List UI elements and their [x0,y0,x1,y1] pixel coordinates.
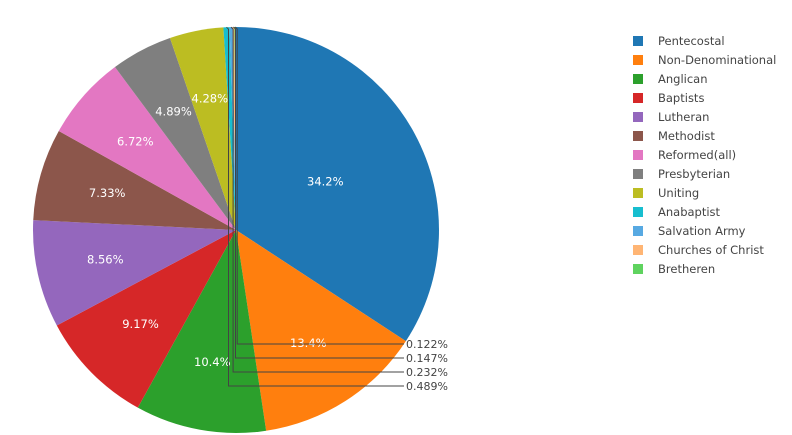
pie-slice-non-denominational[interactable] [236,230,406,431]
pie-slice-anglican[interactable] [137,230,267,434]
legend-label-methodist: Methodist [658,129,715,143]
legend-swatch-salvation-army [633,226,643,236]
leader-line-bretheren [234,26,404,345]
legend-item-uniting[interactable]: Uniting [633,186,699,200]
pie-slice-baptists[interactable] [56,230,236,408]
legend-item-anabaptist[interactable]: Anabaptist [633,205,721,219]
slice-label-churches-of-christ: 0.147% [406,352,448,365]
legend-swatch-bretheren [633,264,643,274]
legend-item-anglican[interactable]: Anglican [633,72,708,86]
leader-line-salvation-army [230,26,404,373]
slice-label-presbyterian: 4.89% [155,105,192,119]
legend-label-pentecostal: Pentecostal [658,34,725,48]
legend-item-bretheren[interactable]: Bretheren [633,262,715,276]
pie-slice-methodist[interactable] [33,130,236,230]
legend-swatch-methodist [633,131,643,141]
slice-label-pentecostal: 34.2% [307,175,344,189]
legend-item-presbyterian[interactable]: Presbyterian [633,167,730,181]
slice-labels: 34.2% 13.4% 10.4% 9.17% 8.56% 7.33% 6.72% 4.89%… [87,92,344,369]
pie-slice-reformed-all[interactable] [58,67,236,231]
slice-label-uniting: 4.28% [192,92,229,106]
leader-line-anabaptist [226,26,404,387]
legend-label-presbyterian: Presbyterian [658,167,730,181]
slice-label-anglican: 10.4% [194,355,231,369]
legend-swatch-reformed-all [633,150,643,160]
slice-label-reformed-all: 6.72% [117,135,154,149]
legend-label-non-denominational: Non-Denominational [658,53,776,67]
legend-label-baptists: Baptists [658,91,704,105]
leader-line-churches-of-christ [233,26,404,359]
pie-slice-lutheran[interactable] [32,220,236,326]
slice-label-anabaptist: 0.489% [406,380,448,393]
legend-label-churches-of-christ: Churches of Christ [658,243,764,257]
legend-label-uniting: Uniting [658,186,699,200]
outside-labels: 0.122%0.147%0.232%0.489% [226,26,448,393]
legend-item-salvation-army[interactable]: Salvation Army [633,224,746,238]
slice-label-methodist: 7.33% [89,186,126,200]
legend-swatch-anabaptist [633,207,643,217]
legend-swatch-lutheran [633,112,643,122]
legend-swatch-presbyterian [633,169,643,179]
legend-label-lutheran: Lutheran [658,110,709,124]
legend-swatch-uniting [633,188,643,198]
legend-item-pentecostal[interactable]: Pentecostal [633,34,725,48]
legend-item-lutheran[interactable]: Lutheran [633,110,709,124]
legend-label-salvation-army: Salvation Army [658,224,746,238]
legend-item-non-denominational[interactable]: Non-Denominational [633,53,776,67]
legend-swatch-pentecostal [633,36,643,46]
legend-swatch-anglican [633,74,643,84]
legend-swatch-churches-of-christ [633,245,643,255]
pie-slice-presbyterian[interactable] [114,38,236,230]
pie-slice-uniting[interactable] [169,27,236,230]
slice-label-non-denominational: 13.4% [290,336,327,350]
slice-label-lutheran: 8.56% [87,252,124,266]
legend-label-bretheren: Bretheren [658,262,715,276]
legend-item-methodist[interactable]: Methodist [633,129,715,143]
legend-swatch-non-denominational [633,55,643,65]
legend-item-baptists[interactable]: Baptists [633,91,704,105]
slice-label-baptists: 9.17% [122,317,159,331]
legend-swatch-baptists [633,93,643,103]
slice-label-salvation-army: 0.232% [406,366,448,379]
legend-label-reformed-all: Reformed(all) [658,148,736,162]
legend-item-churches-of-christ[interactable]: Churches of Christ [633,243,764,257]
legend-item-reformed-all[interactable]: Reformed(all) [633,148,736,162]
pie-slice-pentecostal[interactable] [236,27,439,342]
slice-label-bretheren: 0.122% [406,338,448,351]
legend-label-anabaptist: Anabaptist [658,205,721,219]
legend: Pentecostal Non-Denominational Anglican Bap… [633,34,776,276]
legend-label-anglican: Anglican [658,72,708,86]
